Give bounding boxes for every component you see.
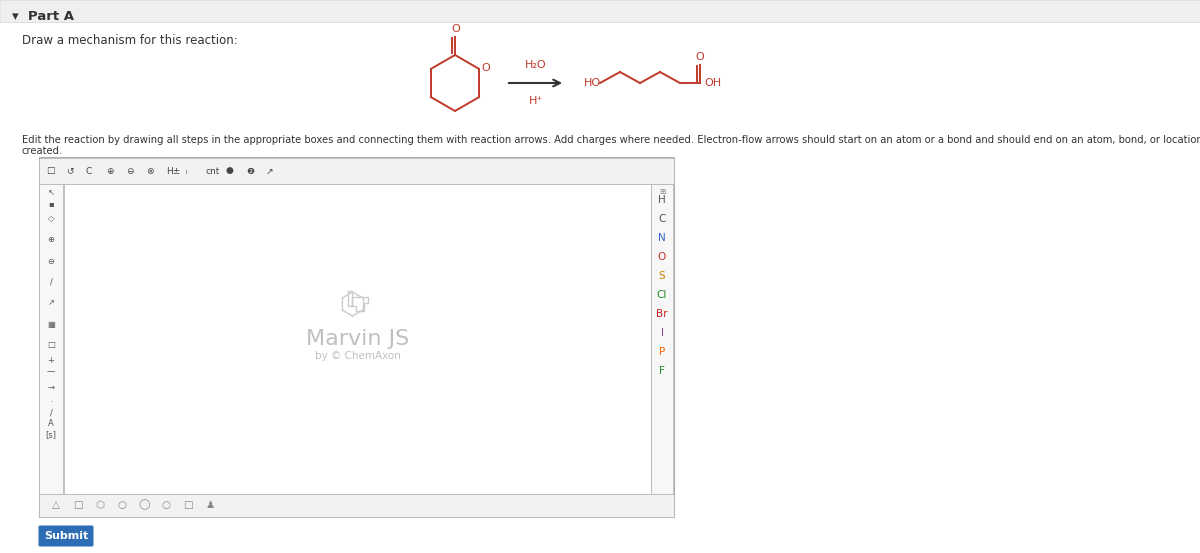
Text: □: □ <box>46 166 54 175</box>
Bar <box>38 158 674 184</box>
FancyBboxPatch shape <box>38 525 94 546</box>
Text: ⊖: ⊖ <box>48 257 54 265</box>
Text: HO: HO <box>584 78 601 88</box>
Text: □: □ <box>184 500 193 510</box>
Text: ⊕: ⊕ <box>106 166 114 175</box>
Text: →: → <box>48 383 54 392</box>
Text: O: O <box>696 52 704 62</box>
Bar <box>38 494 674 517</box>
Text: ⊞: ⊞ <box>659 187 665 196</box>
Text: by © ChemAxon: by © ChemAxon <box>314 351 401 361</box>
Text: ⬡: ⬡ <box>96 500 104 510</box>
Text: ᵢ: ᵢ <box>186 166 187 175</box>
Text: ·
/: · / <box>49 398 53 418</box>
Text: ⊕: ⊕ <box>48 236 54 244</box>
Text: OH: OH <box>704 78 721 88</box>
Text: Edit the reaction by drawing all steps in the appropriate boxes and connecting t: Edit the reaction by drawing all steps i… <box>22 135 1200 145</box>
Text: ●: ● <box>226 166 234 175</box>
Text: Br: Br <box>656 309 667 319</box>
Text: H: H <box>658 195 666 205</box>
Text: H⁺: H⁺ <box>528 96 542 106</box>
Bar <box>650 184 673 494</box>
Bar <box>0 0 1200 22</box>
Text: /: / <box>49 278 53 286</box>
Text: Cl: Cl <box>656 290 667 300</box>
Text: H±: H± <box>166 166 180 175</box>
Text: Draw a mechanism for this reaction:: Draw a mechanism for this reaction: <box>22 34 238 48</box>
Text: ↺: ↺ <box>66 166 73 175</box>
Text: O: O <box>658 252 666 262</box>
Text: △: △ <box>52 500 60 510</box>
Bar <box>64 184 650 494</box>
Text: Submit: Submit <box>44 531 88 541</box>
Text: I: I <box>660 328 664 338</box>
Text: created.: created. <box>22 146 64 156</box>
Text: O: O <box>451 24 461 34</box>
Text: F: F <box>659 366 665 376</box>
Text: ⊗: ⊗ <box>146 166 154 175</box>
Text: O: O <box>481 63 490 73</box>
Text: A
[s]: A [s] <box>46 419 56 439</box>
Text: ↗: ↗ <box>48 299 54 307</box>
Text: C: C <box>86 166 92 175</box>
Text: S: S <box>659 271 665 281</box>
Text: ◯: ◯ <box>138 500 150 510</box>
Text: ❷: ❷ <box>246 166 254 175</box>
Text: ▾  Part A: ▾ Part A <box>12 9 74 23</box>
Text: cnt: cnt <box>206 166 221 175</box>
Text: H₂O: H₂O <box>524 60 546 70</box>
Text: ○: ○ <box>162 500 170 510</box>
Text: +
—: + — <box>47 356 55 375</box>
Text: ♟: ♟ <box>205 500 215 510</box>
Text: P: P <box>659 347 665 357</box>
Bar <box>38 184 64 494</box>
Text: N: N <box>658 233 666 243</box>
Text: ↗: ↗ <box>266 166 274 175</box>
Text: ◇: ◇ <box>48 215 54 223</box>
Text: □: □ <box>47 341 55 349</box>
Text: ↖
▪: ↖ ▪ <box>48 189 54 208</box>
Text: ⊖: ⊖ <box>126 166 133 175</box>
Text: □: □ <box>73 500 83 510</box>
Bar <box>38 157 674 517</box>
Text: ▦: ▦ <box>47 320 55 328</box>
Text: C: C <box>659 214 666 224</box>
Text: Marvin JS: Marvin JS <box>306 329 409 349</box>
Text: ○: ○ <box>118 500 126 510</box>
